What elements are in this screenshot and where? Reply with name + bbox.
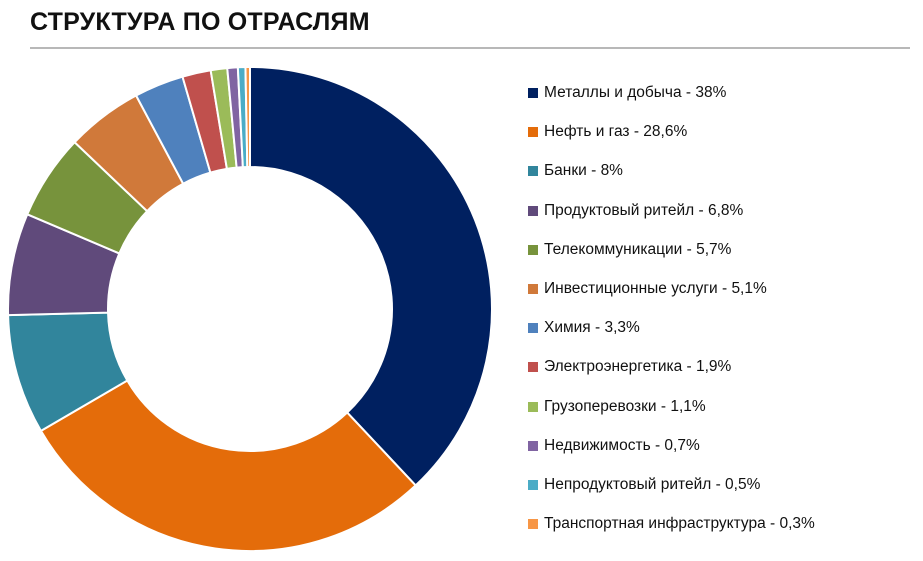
- legend-item: Металлы и добыча - 38%: [528, 82, 726, 104]
- legend-swatch: [528, 519, 538, 530]
- legend-label: Банки - 8%: [544, 162, 623, 180]
- legend-label: Металлы и добыча - 38%: [544, 84, 727, 101]
- legend-item: Непродуктовый ритейл - 0,5%: [528, 474, 760, 496]
- legend-item: Грузоперевозки - 1,1%: [528, 396, 706, 418]
- legend-item: Нефть и газ - 28,6%: [528, 121, 687, 143]
- legend-swatch: [528, 401, 538, 412]
- legend-label: Грузоперевозки - 1,1%: [544, 397, 706, 415]
- legend-label: Непродуктовый ритейл - 0,5%: [544, 476, 761, 493]
- page-title: СТРУКТУРА ПО ОТРАСЛЯМ: [30, 8, 370, 36]
- legend-label: Электроэнергетика - 1,9%: [544, 358, 732, 376]
- donut-slice-2: [39, 379, 418, 552]
- legend-swatch: [528, 323, 538, 334]
- legend-swatch: [528, 284, 538, 294]
- donut-slice-1: [249, 65, 493, 487]
- legend-swatch: [528, 480, 538, 490]
- legend-item: Транспортная инфраструктура - 0,3%: [528, 513, 815, 535]
- legend-swatch: [528, 362, 538, 373]
- legend-item: Инвестиционные услуги - 5,1%: [528, 278, 767, 300]
- legend-item: Электроэнергетика - 1,9%: [528, 356, 731, 378]
- legend-swatch: [528, 205, 538, 216]
- legend-label: Инвестиционные услуги - 5,1%: [544, 280, 767, 297]
- legend-item: Химия - 3,3%: [528, 317, 640, 339]
- legend-item: Телекоммуникации - 5,7%: [528, 239, 731, 261]
- legend-swatch: [528, 88, 538, 98]
- legend-swatch: [528, 127, 538, 138]
- legend-item: Продуктовый ритейл - 6,8%: [528, 200, 743, 222]
- legend-item: Банки - 8%: [528, 160, 623, 182]
- donut-slice-12: [244, 65, 251, 169]
- legend-item: Недвижимость - 0,7%: [528, 435, 700, 457]
- legend-label: Нефть и газ - 28,6%: [544, 123, 688, 141]
- title-divider: [30, 47, 910, 49]
- legend-label: Недвижимость - 0,7%: [544, 436, 700, 454]
- legend-swatch: [528, 166, 538, 177]
- legend-swatch: [528, 244, 538, 255]
- legend-label: Транспортная инфраструктура - 0,3%: [544, 515, 815, 533]
- legend-swatch: [528, 440, 538, 451]
- legend-label: Продуктовый ритейл - 6,8%: [544, 201, 744, 219]
- legend-label: Телекоммуникации - 5,7%: [544, 240, 732, 258]
- legend-label: Химия - 3,3%: [544, 319, 640, 337]
